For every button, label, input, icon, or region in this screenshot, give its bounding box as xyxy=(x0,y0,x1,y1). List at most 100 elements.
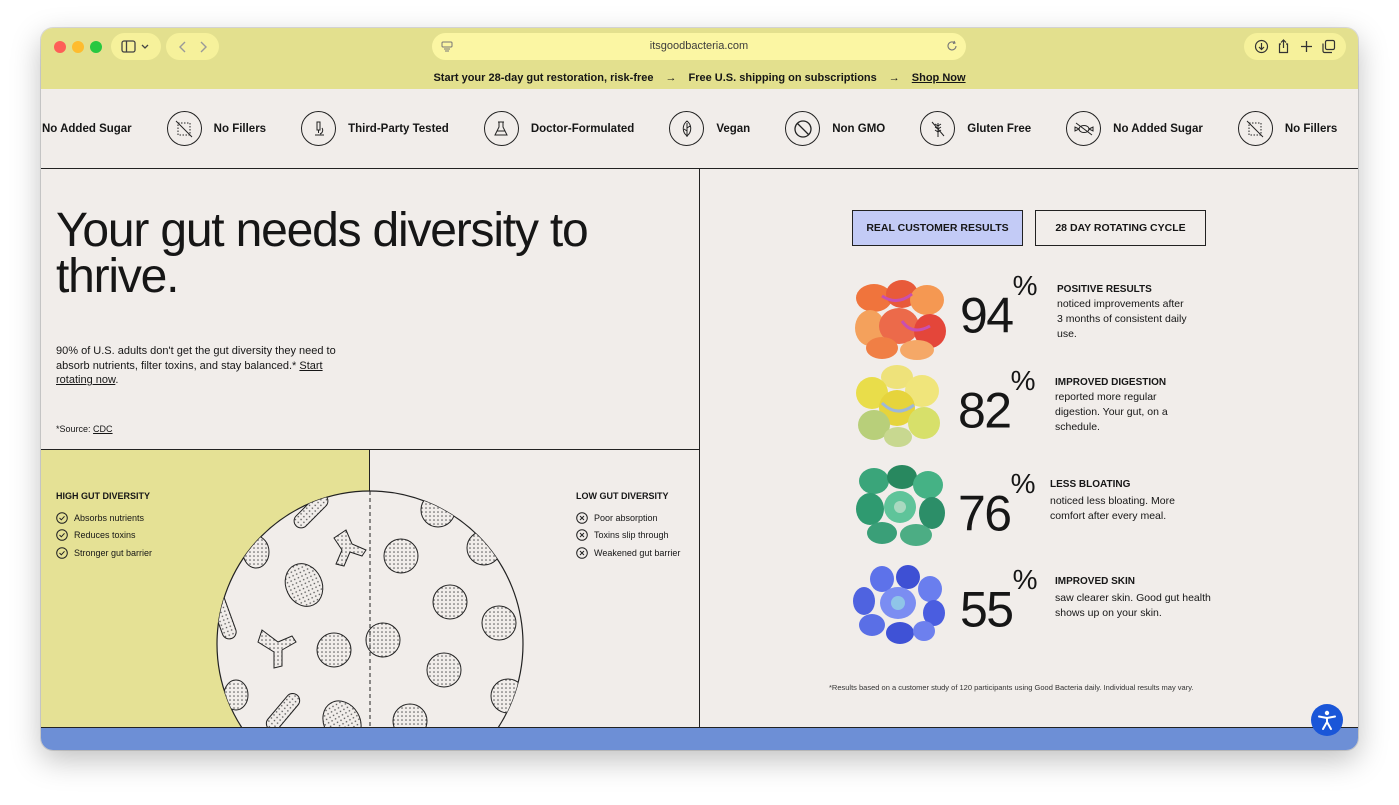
check-circle-icon xyxy=(56,529,68,542)
badge-gluten-free: Gluten Free xyxy=(920,111,1031,146)
badge-label: No Fillers xyxy=(1284,122,1338,135)
x-circle-icon xyxy=(576,511,588,524)
intro-text: 90% of U.S. adults don't get the gut div… xyxy=(56,345,336,372)
gut-diversity-illustration xyxy=(216,490,524,727)
stat-label: IMPROVED SKIN xyxy=(1055,576,1136,587)
next-section-preview xyxy=(41,727,1358,750)
stat-improved-digestion: 82% IMPROVED DIGESTION reported more reg… xyxy=(852,361,1232,451)
product-badges-marquee: No Added Sugar No Fillers Third-Party Te… xyxy=(41,89,1358,169)
address-bar[interactable]: itsgoodbacteria.com xyxy=(432,33,966,60)
column-divider xyxy=(699,169,700,727)
source-prefix: *Source: xyxy=(56,424,91,434)
badge-label: Doctor-Formulated xyxy=(530,122,635,135)
page-icon xyxy=(441,41,453,52)
list-item: Poor absorption xyxy=(576,509,680,527)
flower-illustration-yellow xyxy=(856,365,940,447)
stat-description: saw clearer skin. Good gut health shows … xyxy=(1055,592,1211,619)
tab-28-day-rotating-cycle[interactable]: 28 DAY ROTATING CYCLE xyxy=(1035,210,1206,246)
check-circle-icon xyxy=(56,511,68,524)
new-tab-icon[interactable] xyxy=(1299,39,1314,54)
tab-real-customer-results[interactable]: REAL CUSTOMER RESULTS xyxy=(852,210,1023,246)
shop-now-link[interactable]: Shop Now xyxy=(911,71,966,84)
url-text: itsgoodbacteria.com xyxy=(649,40,749,52)
stat-label: POSITIVE RESULTS xyxy=(1057,284,1152,295)
badge-label: Vegan xyxy=(716,122,751,135)
stat-improved-skin: 55% IMPROVED SKIN saw clearer skin. Good… xyxy=(852,563,1232,653)
wheat-icon xyxy=(920,111,956,146)
start-rotating-link[interactable]: Start rotating now xyxy=(56,359,323,387)
stat-percent: 82% xyxy=(958,365,1036,439)
badge-non-gmo: Non GMO xyxy=(785,111,885,146)
stat-label: LESS BLOATING xyxy=(1050,479,1131,490)
no-sugar-icon xyxy=(1066,111,1102,146)
low-diversity-list: Poor absorption Toxins slip through Weak… xyxy=(576,509,680,562)
stat-percent: 94% xyxy=(960,270,1038,344)
stat-percent: 55% xyxy=(960,564,1038,638)
announcement-bar: Start your 28-day gut restoration, risk-… xyxy=(41,66,1358,89)
zoom-window-button[interactable] xyxy=(90,41,102,53)
downloads-icon[interactable] xyxy=(1254,39,1269,54)
accessibility-icon xyxy=(1318,710,1336,730)
results-tabs: REAL CUSTOMER RESULTS 28 DAY ROTATING CY… xyxy=(852,210,1206,246)
source-note: *Source: CDC xyxy=(56,424,113,434)
browser-toolbar: itsgoodbacteria.com xyxy=(41,28,1358,66)
reload-icon[interactable] xyxy=(946,40,958,52)
list-item: Reduces toxins xyxy=(56,527,152,545)
stat-description: reported more regular digestion. Your gu… xyxy=(1055,391,1168,433)
badge-label: No Added Sugar xyxy=(42,122,132,135)
arrow-icon: → xyxy=(888,71,900,84)
badge-label: No Fillers xyxy=(213,122,267,135)
stat-less-bloating: 76% LESS BLOATING noticed less bloating.… xyxy=(852,465,1232,555)
tab-overview-icon[interactable] xyxy=(1321,39,1336,54)
history-nav xyxy=(166,33,219,60)
intro-end: . xyxy=(115,374,119,386)
badge-no-added-sugar: No Added Sugar xyxy=(42,123,132,135)
accessibility-button[interactable] xyxy=(1311,704,1343,736)
microscope-icon xyxy=(301,111,337,146)
low-diversity-title: LOW GUT DIVERSITY xyxy=(576,491,669,501)
list-item: Toxins slip through xyxy=(576,527,680,545)
back-icon[interactable] xyxy=(173,40,193,54)
stat-description: noticed improvements after 3 months of c… xyxy=(1057,298,1187,340)
share-icon[interactable] xyxy=(1276,39,1291,54)
badge-doctor-formulated: Doctor-Formulated xyxy=(483,111,635,146)
stat-label: IMPROVED DIGESTION xyxy=(1055,377,1167,388)
forward-icon[interactable] xyxy=(193,40,213,54)
badge-no-fillers: No Fillers xyxy=(1237,111,1338,146)
flower-illustration-green xyxy=(856,465,945,546)
results-disclaimer: *Results based on a customer study of 12… xyxy=(829,683,1194,692)
list-item: Absorbs nutrients xyxy=(56,509,152,527)
flower-illustration-blue xyxy=(853,565,945,644)
badge-label: No Added Sugar xyxy=(1113,122,1203,135)
cdc-source-link[interactable]: CDC xyxy=(93,424,113,434)
x-circle-icon xyxy=(576,529,588,542)
stat-description: noticed less bloating. More comfort afte… xyxy=(1050,495,1175,522)
sidebar-icon xyxy=(121,39,149,53)
badge-third-party-tested: Third-Party Tested xyxy=(301,111,449,146)
x-circle-icon xyxy=(576,546,588,559)
arrow-icon: → xyxy=(665,71,677,84)
minimize-window-button[interactable] xyxy=(72,41,84,53)
announcement-shipping: Free U.S. shipping on subscriptions xyxy=(688,71,877,84)
flask-icon xyxy=(483,111,519,146)
toolbar-actions xyxy=(1244,33,1346,60)
announcement-trial: Start your 28-day gut restoration, risk-… xyxy=(433,71,654,84)
badge-label: Third-Party Tested xyxy=(348,122,449,135)
badge-no-fillers: No Fillers xyxy=(166,111,267,146)
high-diversity-title: HIGH GUT DIVERSITY xyxy=(56,491,151,501)
stat-percent: 76% xyxy=(958,468,1036,542)
sidebar-toggle-button[interactable] xyxy=(111,33,161,60)
list-item: Stronger gut barrier xyxy=(56,544,152,562)
list-item: Weakened gut barrier xyxy=(576,544,680,562)
hero-intro: 90% of U.S. adults don't get the gut div… xyxy=(56,344,356,388)
prohibited-icon xyxy=(785,111,821,146)
flower-illustration-orange xyxy=(855,280,946,360)
close-window-button[interactable] xyxy=(54,41,66,53)
badge-vegan: Vegan xyxy=(669,111,750,146)
leaf-icon xyxy=(669,111,705,146)
high-diversity-list: Absorbs nutrients Reduces toxins Stronge… xyxy=(56,509,152,562)
check-circle-icon xyxy=(56,546,68,559)
no-fillers-icon xyxy=(166,111,202,146)
no-fillers-icon xyxy=(1237,111,1273,146)
badge-no-added-sugar: No Added Sugar xyxy=(1066,111,1203,146)
